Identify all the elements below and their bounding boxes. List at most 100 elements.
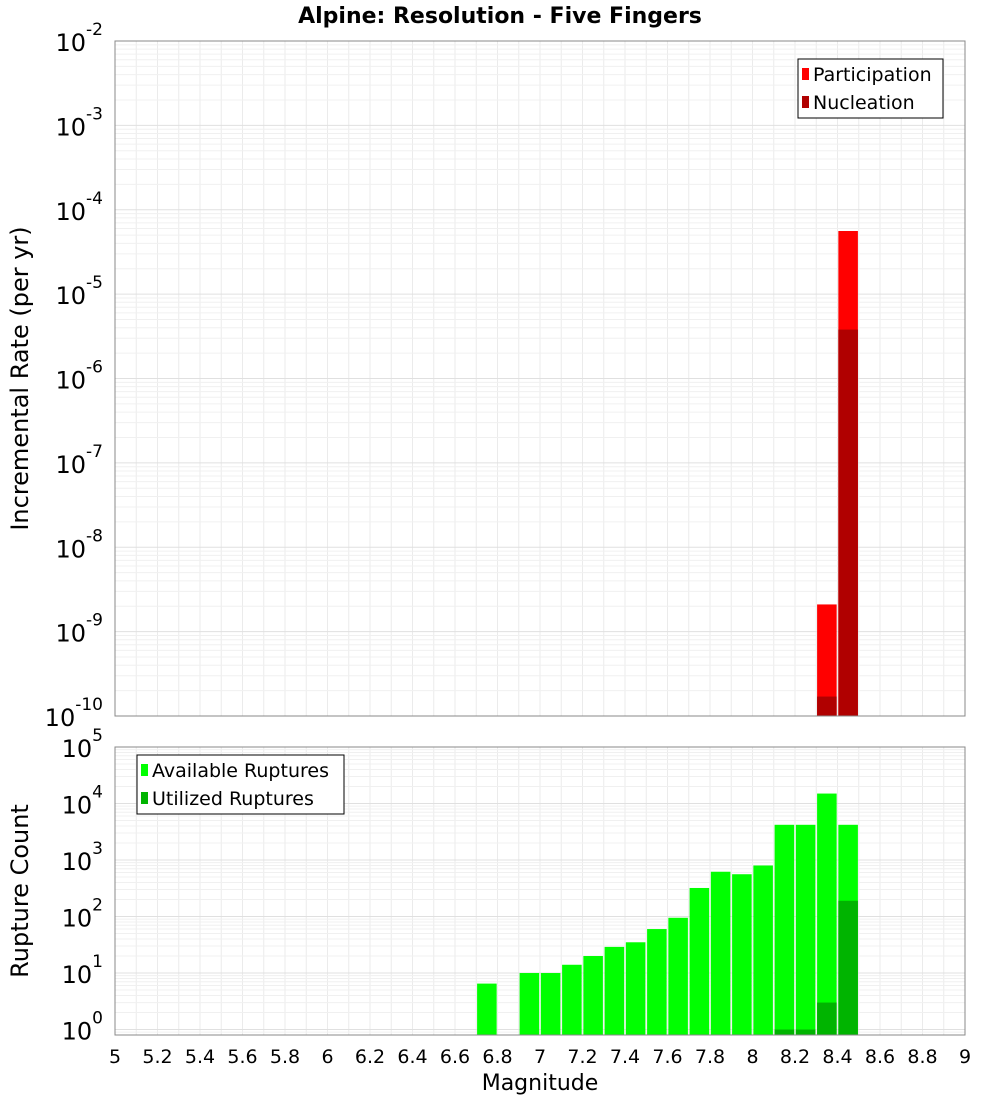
top-y-tick-base: 10 xyxy=(56,198,87,226)
bottom-y-tick-exponent: 3 xyxy=(92,839,103,859)
top-y-tick-exponent: -9 xyxy=(86,611,103,631)
bottom-bar-available-ruptures xyxy=(668,917,688,1035)
x-tick-label: 7 xyxy=(534,1046,546,1068)
bottom-bar-utilized-ruptures xyxy=(774,1029,795,1035)
bottom-y-tick-exponent: 4 xyxy=(92,783,103,803)
x-tick-label: 5.4 xyxy=(185,1046,215,1068)
top-legend-box xyxy=(797,58,944,119)
bottom-y-tick-label: 102 xyxy=(62,896,103,933)
bottom-y-tick-base: 10 xyxy=(62,848,93,876)
top-legend-label: Nucleation xyxy=(813,92,915,114)
bottom-bar-available-ruptures xyxy=(774,824,795,1035)
x-tick-label: 9 xyxy=(959,1046,971,1068)
top-y-tick-exponent: -3 xyxy=(86,104,103,124)
bottom-y-tick-label: 105 xyxy=(62,726,103,763)
bottom-bar-available-ruptures xyxy=(583,956,603,1035)
top-y-axis-label: Incremental Rate (per yr) xyxy=(6,226,34,530)
top-y-tick-base: 10 xyxy=(56,535,87,563)
top-y-tick-label: 10-9 xyxy=(56,611,104,648)
bottom-bar-available-ruptures xyxy=(795,824,816,1035)
top-y-tick-exponent: -7 xyxy=(86,442,103,462)
top-bar-nucleation xyxy=(838,329,858,716)
top-plot-frame xyxy=(114,40,966,717)
top-y-tick-base: 10 xyxy=(56,282,87,310)
top-legend-label: Participation xyxy=(813,64,932,86)
top-legend: Participation Nucleation xyxy=(797,58,944,119)
x-tick-label: 8.4 xyxy=(822,1046,852,1068)
x-tick-label: 5.8 xyxy=(270,1046,300,1068)
top-plot: 10-1010-910-810-710-610-510-410-310-2Inc… xyxy=(6,20,966,732)
top-y-tick-base: 10 xyxy=(56,451,87,479)
bottom-legend-label: Available Ruptures xyxy=(152,760,329,782)
top-y-tick-label: 10-10 xyxy=(45,695,103,732)
bottom-y-tick-label: 100 xyxy=(62,1009,103,1046)
x-tick-label: 8.2 xyxy=(780,1046,810,1068)
top-y-tick-exponent: -4 xyxy=(86,189,103,209)
top-y-tick-exponent: -5 xyxy=(86,273,103,293)
top-y-tick-label: 10-3 xyxy=(56,104,104,141)
bottom-y-axis-label: Rupture Count xyxy=(6,804,34,978)
bottom-bar-available-ruptures xyxy=(562,964,582,1035)
bottom-bar-available-ruptures xyxy=(625,942,646,1035)
top-legend-swatch xyxy=(802,96,809,108)
x-tick-label: 8.6 xyxy=(865,1046,895,1068)
top-y-tick-base: 10 xyxy=(56,29,87,57)
bottom-legend: Available Ruptures Utilized Ruptures xyxy=(136,754,345,815)
x-tick-label: 6 xyxy=(321,1046,333,1068)
top-grid xyxy=(114,41,966,717)
bottom-bar-available-ruptures xyxy=(732,874,752,1035)
top-y-tick-label: 10-2 xyxy=(56,20,104,57)
top-bar-nucleation xyxy=(817,696,837,716)
bottom-y-tick-base: 10 xyxy=(62,792,93,820)
bottom-bar-available-ruptures xyxy=(710,871,731,1035)
bottom-bar-available-ruptures xyxy=(519,973,540,1035)
bottom-legend-box xyxy=(136,754,345,815)
top-bars xyxy=(817,230,858,716)
top-y-tick-label: 10-5 xyxy=(56,273,104,310)
x-tick-label: 6.4 xyxy=(397,1046,427,1068)
x-tick-label: 7.6 xyxy=(652,1046,682,1068)
top-y-tick-base: 10 xyxy=(56,367,87,395)
bottom-legend-label: Utilized Ruptures xyxy=(152,788,314,810)
x-tick-label: 7.4 xyxy=(610,1046,640,1068)
x-tick-label: 6.6 xyxy=(440,1046,470,1068)
x-tick-label: 6.2 xyxy=(355,1046,385,1068)
top-y-tick-base: 10 xyxy=(45,704,76,732)
bottom-y-tick-exponent: 2 xyxy=(92,896,103,916)
bottom-bar-available-ruptures xyxy=(817,793,837,1035)
top-bar-participation xyxy=(817,604,837,716)
bottom-bar-utilized-ruptures xyxy=(838,900,858,1035)
x-tick-label: 7.8 xyxy=(695,1046,725,1068)
bottom-legend-swatch xyxy=(141,792,148,804)
top-y-tick-base: 10 xyxy=(56,620,87,648)
bottom-bar-available-ruptures xyxy=(647,929,667,1035)
bottom-y-tick-exponent: 1 xyxy=(92,952,103,972)
bottom-y-tick-base: 10 xyxy=(62,735,93,763)
bottom-bar-available-ruptures xyxy=(689,887,710,1035)
bottom-y-tick-label: 104 xyxy=(62,783,103,820)
x-tick-label: 7.2 xyxy=(567,1046,597,1068)
x-tick-label: 5.2 xyxy=(142,1046,172,1068)
bottom-bar-utilized-ruptures xyxy=(817,1002,837,1035)
top-y-tick-exponent: -6 xyxy=(86,358,103,378)
bottom-bar-available-ruptures xyxy=(477,983,497,1035)
x-axis-label: Magnitude xyxy=(482,1071,599,1096)
top-y-tick-base: 10 xyxy=(56,113,87,141)
chart-title: Alpine: Resolution - Five Fingers xyxy=(298,4,702,29)
x-tick-label: 5.6 xyxy=(227,1046,257,1068)
bottom-bar-available-ruptures xyxy=(753,865,773,1035)
top-y-tick-exponent: -8 xyxy=(86,526,103,546)
x-tick-label: 6.8 xyxy=(482,1046,512,1068)
x-tick-label: 8.8 xyxy=(907,1046,937,1068)
top-y-tick-exponent: -10 xyxy=(75,695,103,715)
bottom-plot-frame xyxy=(114,746,966,1036)
x-tick-label: 8 xyxy=(746,1046,758,1068)
bottom-y-tick-base: 10 xyxy=(62,961,93,989)
top-legend-swatch xyxy=(802,68,809,80)
bottom-y-tick-base: 10 xyxy=(62,1018,93,1046)
top-y-tick-label: 10-4 xyxy=(56,189,104,226)
top-y-tick-label: 10-6 xyxy=(56,358,104,395)
bottom-y-tick-exponent: 0 xyxy=(92,1009,103,1029)
